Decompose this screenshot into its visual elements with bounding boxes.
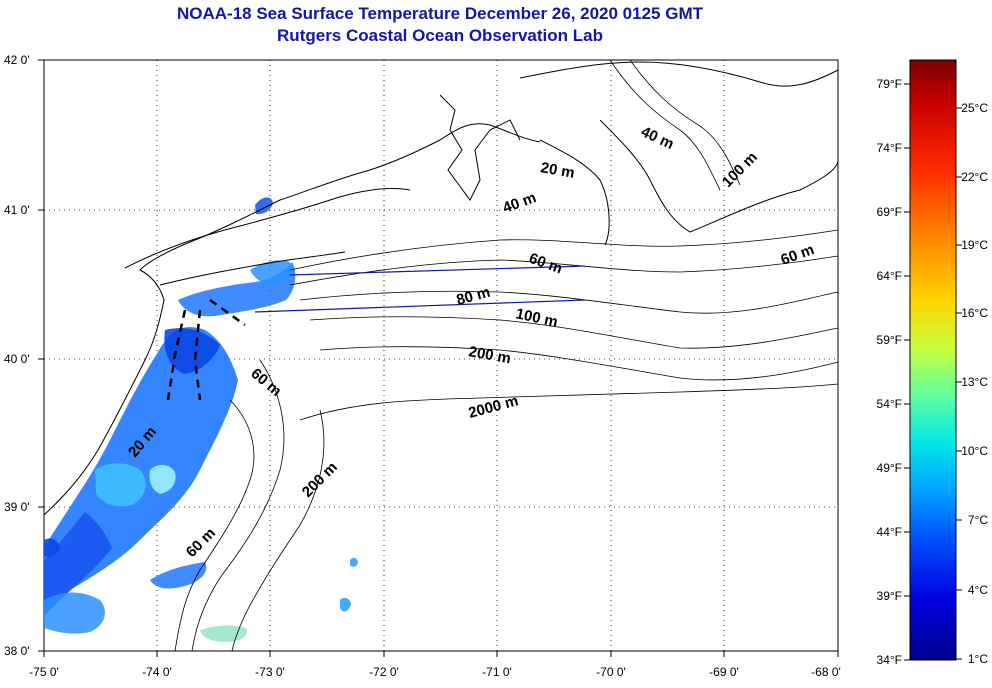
lon-label: -72 0' bbox=[369, 665, 399, 679]
fahrenheit-label: 69°F bbox=[877, 205, 902, 219]
celsius-label: 10°C bbox=[961, 444, 988, 458]
celsius-label: 13°C bbox=[961, 375, 988, 389]
lat-label: 41 0' bbox=[4, 203, 30, 217]
lon-label: -69 0' bbox=[709, 665, 739, 679]
lon-label: -70 0' bbox=[596, 665, 626, 679]
cross-shelf-lines bbox=[254, 265, 586, 313]
colorbar-fahrenheit-labels: 79°F 74°F 69°F 64°F 59°F 54°F 49°F 44°F … bbox=[877, 77, 902, 667]
chart-title: NOAA-18 Sea Surface Temperature December… bbox=[177, 4, 703, 23]
lon-label: -68 0' bbox=[811, 665, 841, 679]
celsius-label: 4°C bbox=[968, 583, 988, 597]
celsius-label: 25°C bbox=[961, 101, 988, 115]
lat-label: 42 0' bbox=[4, 53, 30, 67]
fahrenheit-label: 44°F bbox=[877, 525, 902, 539]
lon-label: -73 0' bbox=[255, 665, 285, 679]
chart-subtitle: Rutgers Coastal Ocean Observation Lab bbox=[277, 26, 603, 45]
celsius-label: 22°C bbox=[961, 170, 988, 184]
colorbar-celsius-labels: 25°C 22°C 19°C 16°C 13°C 10°C 7°C 4°C 1°… bbox=[961, 101, 988, 666]
fahrenheit-label: 39°F bbox=[877, 589, 902, 603]
dashed-transect bbox=[166, 298, 246, 401]
fahrenheit-label: 74°F bbox=[877, 141, 902, 155]
fahrenheit-label: 64°F bbox=[877, 269, 902, 283]
celsius-label: 7°C bbox=[968, 513, 988, 527]
sst-data bbox=[44, 197, 358, 642]
lat-label: 38 0' bbox=[4, 644, 30, 658]
map-ticks bbox=[38, 59, 839, 657]
fahrenheit-label: 54°F bbox=[877, 397, 902, 411]
celsius-label: 19°C bbox=[961, 238, 988, 252]
fahrenheit-label: 79°F bbox=[877, 77, 902, 91]
lon-label: -75 0' bbox=[29, 665, 59, 679]
colorbar-ticks bbox=[904, 83, 962, 661]
lat-label: 40 0' bbox=[4, 352, 30, 366]
bathymetry-contours bbox=[174, 59, 839, 652]
contour-label: 20 m bbox=[539, 159, 576, 182]
latitude-labels: 42 0' 41 0' 40 0' 39 0' 38 0' bbox=[4, 53, 30, 658]
longitude-labels: -75 0' -74 0' -73 0' -72 0' -71 0' -70 0… bbox=[29, 665, 841, 679]
lon-label: -74 0' bbox=[142, 665, 172, 679]
lon-label: -71 0' bbox=[482, 665, 512, 679]
celsius-label: 1°C bbox=[968, 652, 988, 666]
colorbar bbox=[909, 59, 957, 661]
fahrenheit-label: 34°F bbox=[877, 653, 902, 667]
fahrenheit-label: 49°F bbox=[877, 461, 902, 475]
coastline bbox=[43, 61, 839, 516]
celsius-label: 16°C bbox=[961, 306, 988, 320]
fahrenheit-label: 59°F bbox=[877, 333, 902, 347]
lat-label: 39 0' bbox=[4, 500, 30, 514]
